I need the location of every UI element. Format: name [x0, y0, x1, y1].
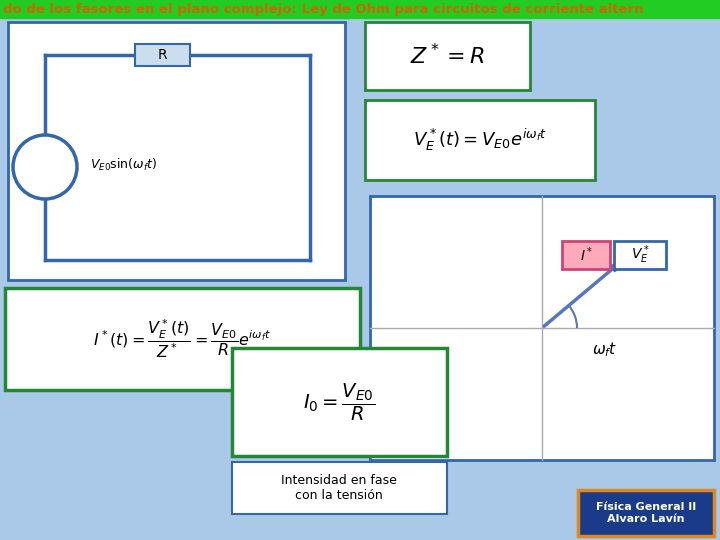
- Bar: [8, 22, 345, 280]
- Text: $V_{E0}\sin(\omega_f t)$: $V_{E0}\sin(\omega_f t)$: [90, 157, 158, 173]
- Bar: [135, 44, 190, 66]
- Bar: [0, 0, 720, 18]
- Text: $I^*$: $I^*$: [580, 245, 593, 264]
- Bar: [365, 100, 595, 180]
- Text: $I^*(t)=\dfrac{V_E^*(t)}{Z^*}=\dfrac{V_{E0}}{R}e^{i\omega_f t}$: $I^*(t)=\dfrac{V_E^*(t)}{Z^*}=\dfrac{V_{…: [93, 318, 271, 360]
- Bar: [365, 22, 530, 90]
- Bar: [5, 288, 360, 390]
- Text: $V_E^*(t)=V_{E0}e^{i\omega_f t}$: $V_E^*(t)=V_{E0}e^{i\omega_f t}$: [413, 127, 547, 153]
- Bar: [232, 462, 447, 514]
- Text: $Z^* = R$: $Z^* = R$: [410, 43, 484, 69]
- Bar: [370, 196, 714, 460]
- Text: do de los fasores en el plano complejo: Ley de Ohm para circuitos de corriente a: do de los fasores en el plano complejo: …: [3, 3, 644, 16]
- Bar: [578, 490, 714, 536]
- Bar: [562, 240, 611, 268]
- Text: $V_E^*$: $V_E^*$: [631, 243, 650, 266]
- Bar: [614, 240, 667, 268]
- Text: $I_0=\dfrac{V_{E0}}{R}$: $I_0=\dfrac{V_{E0}}{R}$: [303, 381, 375, 423]
- Bar: [232, 348, 447, 456]
- Text: $\omega_f t$: $\omega_f t$: [592, 341, 618, 359]
- Text: R: R: [157, 48, 167, 62]
- Text: Física General II
Alvaro Lavín: Física General II Alvaro Lavín: [596, 502, 696, 524]
- Circle shape: [13, 135, 77, 199]
- Text: Intensidad en fase
con la tensión: Intensidad en fase con la tensión: [281, 474, 397, 502]
